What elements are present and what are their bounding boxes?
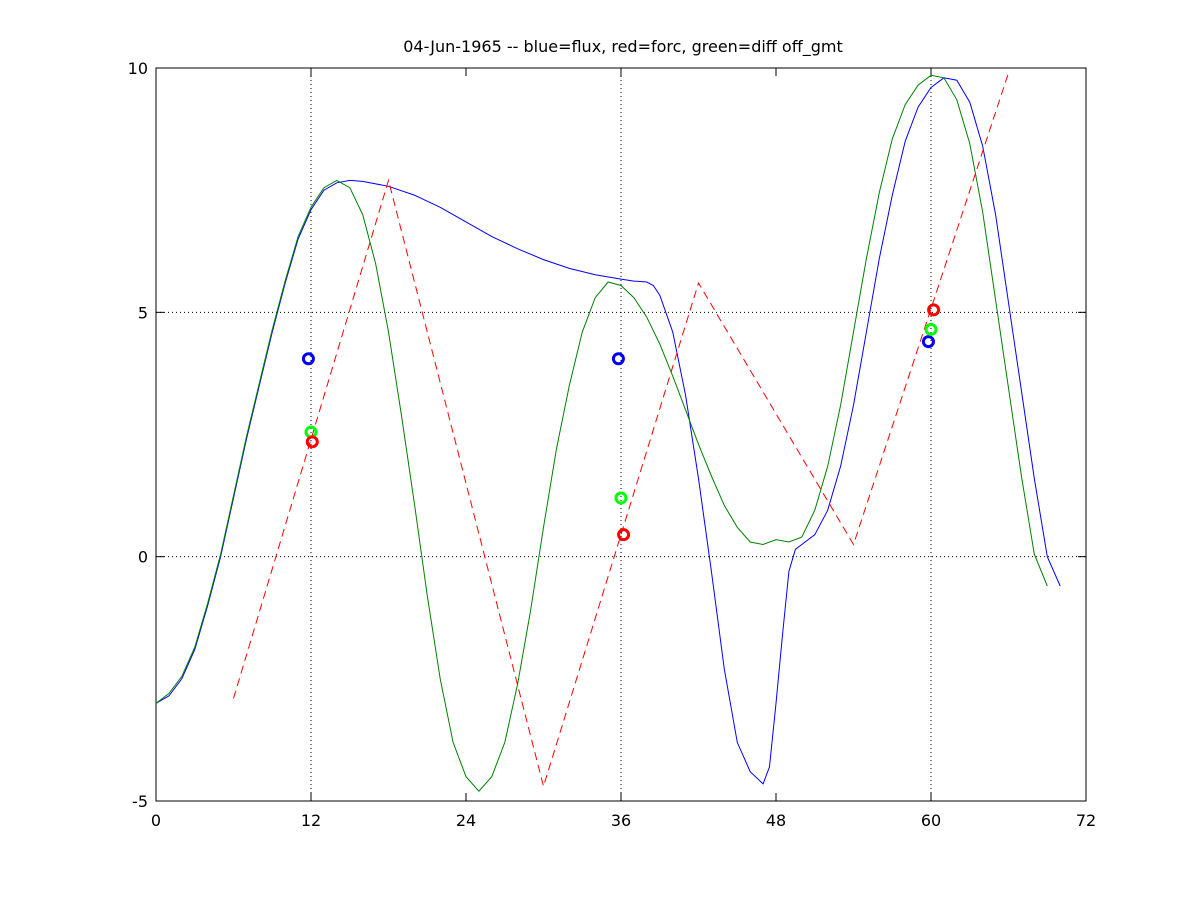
marker-6 <box>921 335 935 349</box>
y-tick-label: 10 <box>128 59 148 78</box>
series-line-0 <box>155 77 1061 785</box>
marker-8 <box>927 303 941 317</box>
marker-4 <box>614 491 628 505</box>
y-tick-label: 0 <box>138 548 148 567</box>
marker-0 <box>301 352 315 366</box>
x-tick-label: 0 <box>151 811 161 830</box>
marker-3 <box>611 352 625 366</box>
marker-7 <box>924 322 938 336</box>
plot-frame <box>155 67 1087 802</box>
x-tick-label: 24 <box>456 811 476 830</box>
x-tick-label: 36 <box>611 811 631 830</box>
y-tick-label: 5 <box>138 303 148 322</box>
series-line-1 <box>155 74 1048 792</box>
x-tick-label: 48 <box>766 811 786 830</box>
marker-5 <box>617 528 631 542</box>
y-tick-label: -5 <box>132 792 148 811</box>
chart-title: 04-Jun-1965 -- blue=flux, red=forc, gree… <box>403 37 843 57</box>
x-tick-label: 60 <box>921 811 941 830</box>
x-tick-label: 72 <box>1076 811 1096 830</box>
marker-2 <box>305 435 319 449</box>
x-tick-label: 12 <box>301 811 321 830</box>
